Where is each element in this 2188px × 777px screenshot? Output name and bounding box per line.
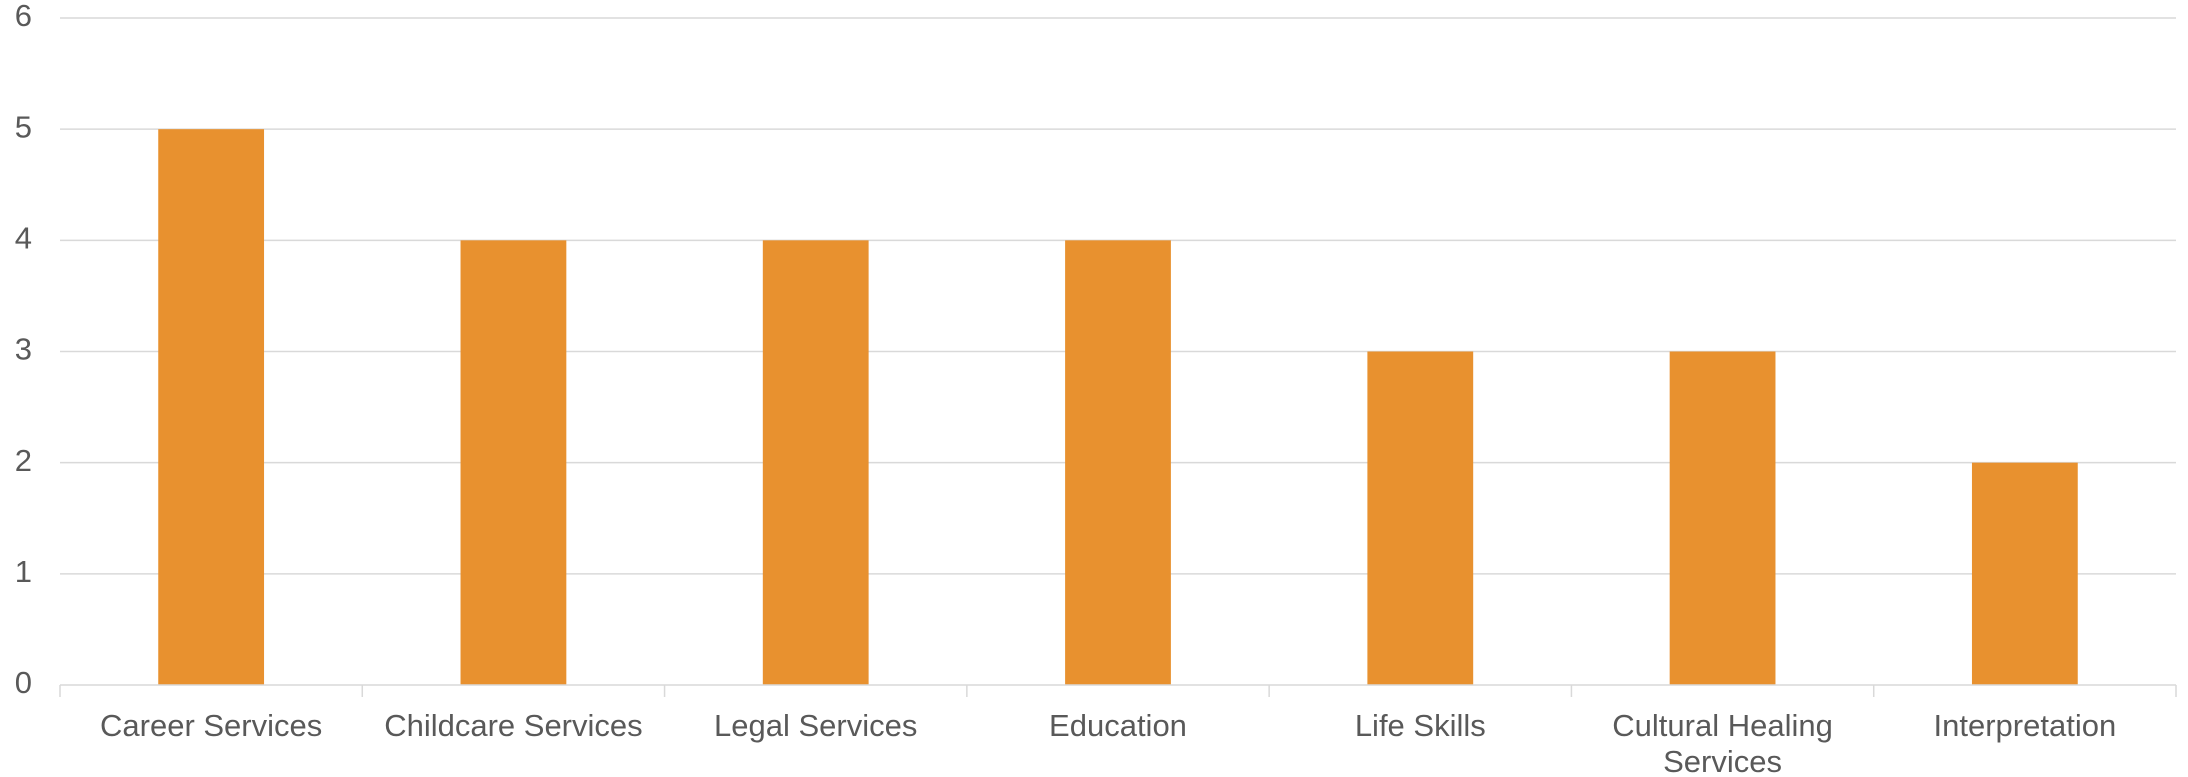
y-tick-label: 5: [15, 109, 32, 144]
x-tick-label-line: Interpretation: [1934, 708, 2117, 743]
y-tick-label: 6: [15, 0, 32, 33]
bar-life-skills: [1367, 351, 1474, 685]
y-tick-label: 4: [15, 221, 32, 256]
y-tick-label: 0: [15, 665, 32, 700]
x-tick-label: Legal Services: [714, 708, 917, 743]
x-axis-tick-labels: Career Services Childcare Services Legal S…: [100, 708, 2116, 777]
y-axis-tick-labels: 0 1 2 3 4 5 6: [15, 0, 32, 700]
bar-career-services: [158, 129, 265, 685]
bar-interpretation: [1971, 462, 2078, 685]
y-tick-label: 2: [15, 443, 32, 478]
x-tick-label: Life Skills: [1355, 708, 1486, 743]
y-tick-label: 1: [15, 554, 32, 589]
x-tick-label-line: Education: [1049, 708, 1187, 743]
x-tick-label-line: Childcare Services: [384, 708, 642, 743]
bar-childcare-services: [460, 240, 567, 686]
x-tick-label: Childcare Services: [384, 708, 642, 743]
bar-education: [1065, 240, 1171, 686]
x-tick-label-line: Career Services: [100, 708, 322, 743]
x-tick-label-line: Services: [1663, 744, 1782, 777]
x-axis: [59, 684, 2177, 697]
x-tick-label: Education: [1049, 708, 1187, 743]
bars: [158, 129, 2078, 686]
x-tick-label-line: Legal Services: [714, 708, 917, 743]
x-tick-label-line: Life Skills: [1355, 708, 1486, 743]
x-tick-label: Interpretation: [1934, 708, 2117, 743]
x-tick-label: Career Services: [100, 708, 322, 743]
x-tick-label-line: Cultural Healing: [1612, 708, 1833, 743]
bar-cultural-healing-services: [1669, 351, 1776, 685]
y-tick-label: 3: [15, 332, 32, 367]
x-tick-label: Cultural Healing Services: [1612, 708, 1833, 777]
bar-legal-services: [762, 240, 869, 686]
